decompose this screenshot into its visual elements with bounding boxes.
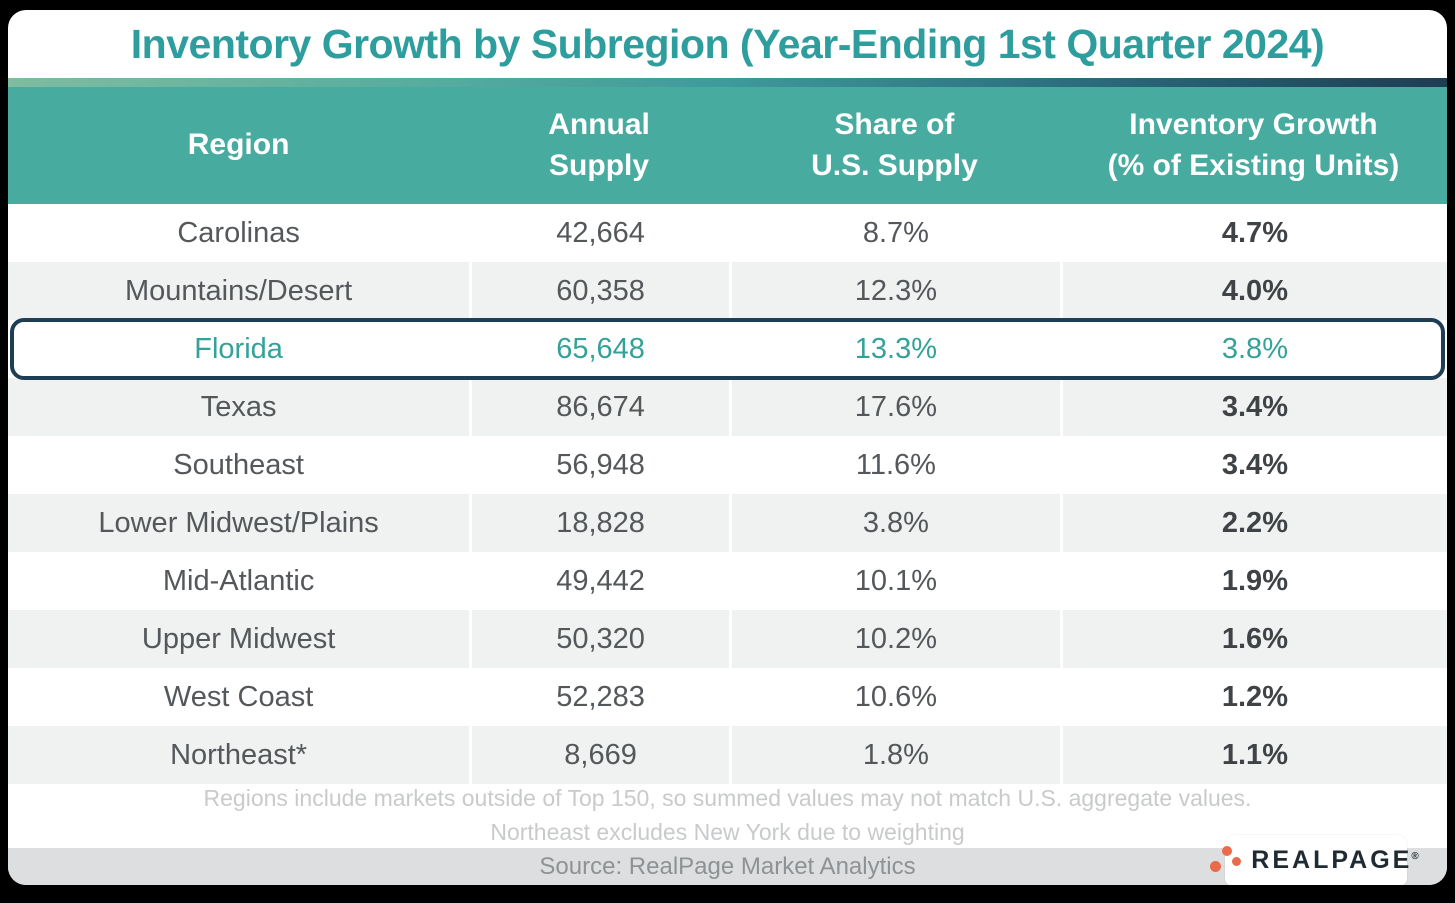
cell-share-of-us-supply: 1.8%: [728, 726, 1060, 785]
infographic-card: Inventory Growth by Subregion (Year-Endi…: [8, 10, 1447, 885]
table-row-carolinas: Carolinas 42,664 8.7% 4.7%: [8, 204, 1447, 263]
cell-inventory-growth: 3.8%: [1059, 320, 1447, 379]
source-bar: Source: RealPage Market Analytics: [8, 848, 1447, 885]
table-row-mid-atlantic: Mid-Atlantic 49,442 10.1% 1.9%: [8, 552, 1447, 611]
cell-inventory-growth: 1.2%: [1059, 668, 1447, 727]
cell-share-of-us-supply: 10.1%: [728, 552, 1060, 611]
cell-annual-supply: 18,828: [469, 494, 729, 553]
cell-inventory-growth: 1.1%: [1059, 726, 1447, 785]
cell-inventory-growth: 2.2%: [1059, 494, 1447, 553]
cell-inventory-growth: 1.6%: [1059, 610, 1447, 669]
table-row-northeast: Northeast* 8,669 1.8% 1.1%: [8, 726, 1447, 785]
cell-share-of-us-supply: 3.8%: [728, 494, 1060, 553]
column-header-inventory-growth: Inventory Growth (% of Existing Units): [1107, 108, 1400, 182]
table-header: Region Annual Supply Share of U.S. Suppl…: [8, 87, 1447, 205]
title-bar: Inventory Growth by Subregion (Year-Endi…: [8, 10, 1447, 78]
cell-inventory-growth: 3.4%: [1059, 436, 1447, 495]
table-row-southeast: Southeast 56,948 11.6% 3.4%: [8, 436, 1447, 495]
footnote-line-1: Regions include markets outside of Top 1…: [203, 785, 1252, 812]
cell-region: West Coast: [163, 680, 314, 713]
cell-annual-supply: 86,674: [469, 378, 729, 437]
cell-share-of-us-supply: 11.6%: [728, 436, 1060, 495]
cell-region: Florida: [194, 332, 283, 365]
cell-region: Mountains/Desert: [124, 274, 353, 307]
cell-share-of-us-supply: 10.2%: [728, 610, 1060, 669]
cell-region: Carolinas: [177, 216, 300, 249]
cell-annual-supply: 42,664: [469, 204, 729, 263]
cell-annual-supply: 50,320: [469, 610, 729, 669]
cell-region: Upper Midwest: [141, 622, 336, 655]
realpage-logo: REALPAGE®: [1210, 835, 1419, 885]
cell-share-of-us-supply: 13.3%: [728, 320, 1060, 379]
column-header-annual-supply: Annual Supply: [548, 108, 650, 182]
cell-region: Northeast*: [170, 738, 308, 771]
cell-inventory-growth: 3.4%: [1059, 378, 1447, 437]
cell-share-of-us-supply: 10.6%: [728, 668, 1060, 727]
cell-inventory-growth: 1.9%: [1059, 552, 1447, 611]
title-underline-gradient: [8, 78, 1447, 88]
cell-annual-supply: 52,283: [469, 668, 729, 727]
table-row-mountains-desert: Mountains/Desert 60,358 12.3% 4.0%: [8, 262, 1447, 321]
realpage-dots-icon: [1209, 845, 1243, 875]
source-text: Source: RealPage Market Analytics: [539, 852, 916, 880]
cell-region: Lower Midwest/Plains: [98, 506, 379, 539]
table-row-florida-highlighted: Florida 65,648 13.3% 3.8%: [8, 318, 1447, 381]
cell-share-of-us-supply: 8.7%: [728, 204, 1060, 263]
table-row-texas: Texas 86,674 17.6% 3.4%: [8, 378, 1447, 437]
cell-annual-supply: 8,669: [469, 726, 729, 785]
cell-inventory-growth: 4.0%: [1059, 262, 1447, 321]
realpage-logo-text: REALPAGE®: [1251, 845, 1422, 874]
table-row-upper-midwest: Upper Midwest 50,320 10.2% 1.6%: [8, 610, 1447, 669]
footnotes: Regions include markets outside of Top 1…: [8, 784, 1447, 848]
table-row-west-coast: West Coast 52,283 10.6% 1.2%: [8, 668, 1447, 727]
table-row-lower-midwest-plains: Lower Midwest/Plains 18,828 3.8% 2.2%: [8, 494, 1447, 553]
column-header-share-of-us-supply: Share of U.S. Supply: [811, 108, 978, 182]
cell-region: Mid-Atlantic: [162, 564, 315, 597]
cell-annual-supply: 56,948: [469, 436, 729, 495]
cell-annual-supply: 49,442: [469, 552, 729, 611]
registered-trademark-symbol: ®: [1411, 850, 1422, 862]
page-title: Inventory Growth by Subregion (Year-Endi…: [130, 20, 1325, 67]
column-header-region: Region: [187, 128, 290, 162]
cell-share-of-us-supply: 12.3%: [728, 262, 1060, 321]
cell-annual-supply: 60,358: [469, 262, 729, 321]
cell-inventory-growth: 4.7%: [1059, 204, 1447, 263]
footnote-line-2: Northeast excludes New York due to weigh…: [490, 819, 965, 846]
cell-share-of-us-supply: 17.6%: [728, 378, 1060, 437]
table-body: Carolinas 42,664 8.7% 4.7% Mountains/Des…: [8, 204, 1447, 785]
cell-annual-supply: 65,648: [469, 320, 729, 379]
cell-region: Southeast: [173, 448, 304, 481]
cell-region: Texas: [200, 390, 277, 423]
